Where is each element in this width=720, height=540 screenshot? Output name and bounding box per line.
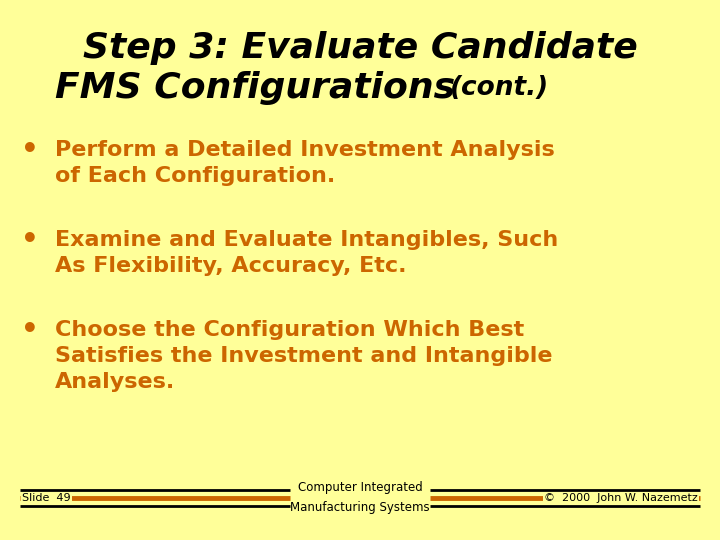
Text: FMS Configurations: FMS Configurations xyxy=(55,71,455,105)
Text: Choose the Configuration Which Best: Choose the Configuration Which Best xyxy=(55,320,524,340)
Text: •: • xyxy=(21,316,39,344)
Text: of Each Configuration.: of Each Configuration. xyxy=(55,166,336,186)
Text: Computer Integrated: Computer Integrated xyxy=(297,482,423,495)
Text: ©  2000  John W. Nazemetz: © 2000 John W. Nazemetz xyxy=(544,493,698,503)
Text: •: • xyxy=(21,226,39,254)
Text: As Flexibility, Accuracy, Etc.: As Flexibility, Accuracy, Etc. xyxy=(55,256,407,276)
Text: Examine and Evaluate Intangibles, Such: Examine and Evaluate Intangibles, Such xyxy=(55,230,558,250)
Text: Step 3: Evaluate Candidate: Step 3: Evaluate Candidate xyxy=(83,31,637,65)
Text: Slide  49: Slide 49 xyxy=(22,493,71,503)
Text: Satisfies the Investment and Intangible: Satisfies the Investment and Intangible xyxy=(55,346,552,366)
Text: Perform a Detailed Investment Analysis: Perform a Detailed Investment Analysis xyxy=(55,140,554,160)
Text: •: • xyxy=(21,136,39,164)
Text: (cont.): (cont.) xyxy=(451,75,549,101)
Text: Manufacturing Systems: Manufacturing Systems xyxy=(290,502,430,515)
Text: Analyses.: Analyses. xyxy=(55,372,175,392)
